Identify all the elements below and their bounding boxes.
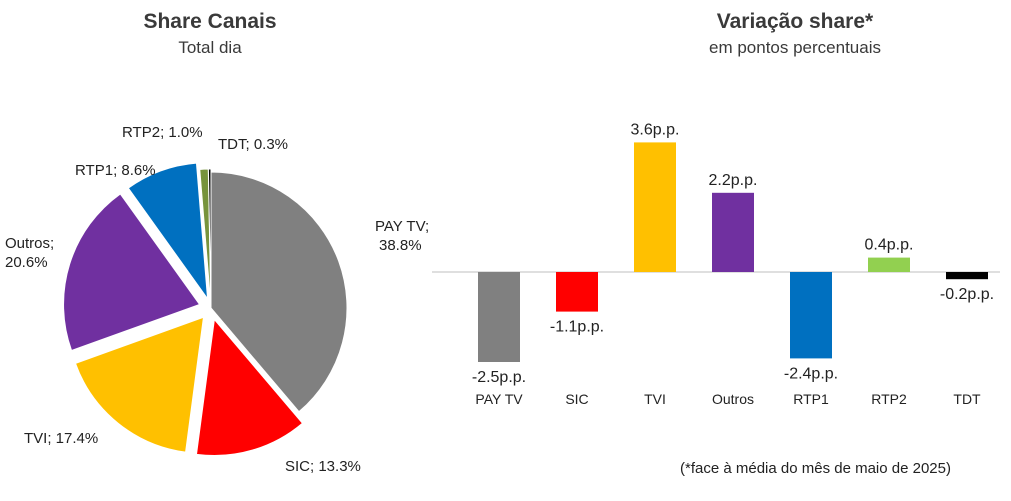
pie-chart-title: Share Canais: [143, 10, 277, 33]
pie-label-tdt: TDT; 0.3%: [218, 136, 288, 153]
pie-label-tvi: TVI; 17.4%: [24, 430, 98, 447]
pie-slice-rtp1: [127, 162, 209, 301]
pie-value-label-outros: 20.6%: [5, 254, 48, 271]
pie-label-outros: Outros;: [5, 235, 54, 252]
pie-slice-pay-tv: [210, 171, 348, 413]
bar-tdt: [946, 272, 988, 280]
bar-pay-tv: [478, 272, 520, 362]
bar-category-label-rtp1: RTP1: [793, 391, 829, 407]
pie-chart-subtitle: Total dia: [178, 38, 242, 57]
bar-value-label-outros: 2.2p.p.: [709, 172, 758, 189]
bar-category-label-outros: Outros: [712, 391, 754, 407]
bar-rtp1: [790, 272, 832, 359]
bar-category-label-rtp2: RTP2: [871, 391, 907, 407]
bar-category-label-pay-tv: PAY TV: [475, 391, 523, 407]
pie-slice-sic: [195, 318, 304, 457]
bar-value-label-tdt: -0.2p.p.: [940, 286, 994, 303]
bar-outros: [712, 192, 754, 272]
bar-sic: [556, 272, 598, 312]
bar-category-label-tdt: TDT: [953, 391, 981, 407]
bar-value-label-sic: -1.1p.p.: [550, 319, 604, 336]
pie-slice-tdt: [207, 168, 212, 306]
pie-label-pay-tv: PAY TV;: [375, 218, 429, 235]
bar-category-label-tvi: TVI: [644, 391, 666, 407]
footnote: (*face à média do mês de maio de 2025): [680, 460, 951, 477]
bar-rtp2: [868, 257, 910, 272]
pie-chart: PAY TV; 38.8% SIC; 13.3% TVI; 17.4% Outros; 2…: [5, 124, 429, 475]
bar-value-label-pay-tv: -2.5p.p.: [472, 369, 526, 386]
bar-tvi: [634, 142, 676, 272]
pie-slice-tvi: [74, 316, 205, 453]
pie-slice-outros: [63, 193, 201, 352]
bar-chart: -2.5p.p. PAY TV -1.1p.p. SIC 3.6p.p. TVI 2.2p.…: [432, 121, 1000, 407]
pie-label-rtp2: RTP2; 1.0%: [122, 124, 203, 141]
pie-value-label-pay-tv: 38.8%: [379, 237, 422, 254]
bar-chart-title: Variação share*: [716, 10, 874, 33]
bar-value-label-rtp2: 0.4p.p.: [865, 237, 914, 254]
bar-value-label-tvi: 3.6p.p.: [631, 121, 680, 138]
pie-label-sic: SIC; 13.3%: [285, 458, 361, 475]
pie-label-rtp1: RTP1; 8.6%: [75, 162, 156, 179]
bar-chart-subtitle: em pontos percentuais: [709, 38, 881, 57]
bar-category-label-sic: SIC: [565, 391, 588, 407]
bar-value-label-rtp1: -2.4p.p.: [784, 365, 838, 382]
